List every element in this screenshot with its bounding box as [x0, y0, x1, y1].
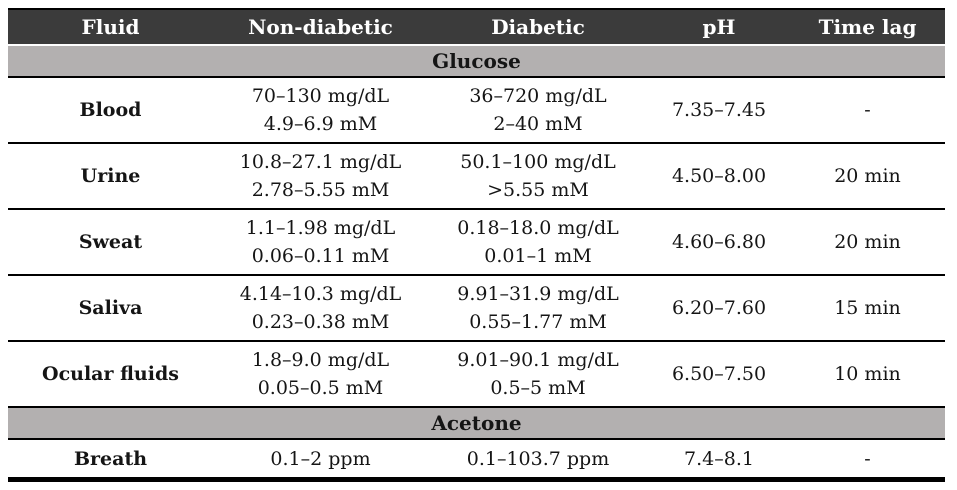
- diabetic-cell: 36–720 mg/dL 2–40 mM: [428, 77, 648, 144]
- value-line: 50.1–100 mg/dL: [460, 151, 616, 173]
- time-lag-cell: 20 min: [790, 209, 945, 276]
- ph-cell: 4.50–8.00: [648, 143, 790, 210]
- fluid-name: Saliva: [8, 275, 213, 342]
- fluid-name: Urine: [8, 143, 213, 210]
- col-header-diabetic: Diabetic: [428, 9, 648, 46]
- table-header-row: Fluid Non-diabetic Diabetic pH Time lag: [8, 9, 945, 46]
- time-lag-cell: 20 min: [790, 143, 945, 210]
- col-header-time-lag: Time lag: [790, 9, 945, 46]
- time-lag-cell: -: [790, 77, 945, 144]
- value-line: 9.01–90.1 mg/dL: [457, 349, 619, 371]
- value-line: 4.9–6.9 mM: [263, 113, 378, 135]
- time-lag-cell: 10 min: [790, 341, 945, 408]
- ph-cell: 7.4–8.1: [648, 439, 790, 480]
- value-line: 70–130 mg/dL: [251, 85, 390, 107]
- value-line: 0.06–0.11 mM: [251, 245, 390, 267]
- fluid-name: Breath: [8, 439, 213, 480]
- value-line: 0.01–1 mM: [484, 245, 592, 267]
- value-line: 0.1–103.7 ppm: [466, 447, 610, 470]
- non-diabetic-cell: 10.8–27.1 mg/dL 2.78–5.55 mM: [213, 143, 428, 210]
- time-lag-cell: -: [790, 439, 945, 480]
- value-line: 2.78–5.55 mM: [251, 179, 390, 201]
- ph-cell: 6.20–7.60: [648, 275, 790, 342]
- fluid-name: Sweat: [8, 209, 213, 276]
- diabetic-cell: 0.18–18.0 mg/dL 0.01–1 mM: [428, 209, 648, 276]
- value-line: 0.1–2 ppm: [270, 447, 371, 470]
- value-line: 2–40 mM: [493, 113, 583, 135]
- non-diabetic-cell: 70–130 mg/dL 4.9–6.9 mM: [213, 77, 428, 144]
- diabetic-cell: 0.1–103.7 ppm: [428, 439, 648, 480]
- diabetic-cell: 9.91–31.9 mg/dL 0.55–1.77 mM: [428, 275, 648, 342]
- value-line: 1.1–1.98 mg/dL: [245, 217, 396, 239]
- section-title-glucose: Glucose: [8, 45, 945, 78]
- fluid-analyte-table: Fluid Non-diabetic Diabetic pH Time lag …: [8, 8, 945, 482]
- value-line: 0.18–18.0 mg/dL: [457, 217, 619, 239]
- value-line: >5.55 mM: [487, 179, 589, 201]
- col-header-non-diabetic: Non-diabetic: [213, 9, 428, 46]
- non-diabetic-cell: 1.8–9.0 mg/dL 0.05–0.5 mM: [213, 341, 428, 408]
- table-row-ocular-fluids: Ocular fluids 1.8–9.0 mg/dL 0.05–0.5 mM …: [8, 341, 945, 408]
- value-line: 0.55–1.77 mM: [469, 311, 607, 333]
- fluid-name: Ocular fluids: [8, 341, 213, 408]
- fluid-name: Blood: [8, 77, 213, 144]
- ph-cell: 6.50–7.50: [648, 341, 790, 408]
- section-row-glucose: Glucose: [8, 45, 945, 78]
- table-row-breath: Breath 0.1–2 ppm 0.1–103.7 ppm 7.4–8.1 -: [8, 439, 945, 480]
- table-row-blood: Blood 70–130 mg/dL 4.9–6.9 mM 36–720 mg/…: [8, 77, 945, 144]
- non-diabetic-cell: 0.1–2 ppm: [213, 439, 428, 480]
- diabetic-cell: 50.1–100 mg/dL >5.55 mM: [428, 143, 648, 210]
- non-diabetic-cell: 1.1–1.98 mg/dL 0.06–0.11 mM: [213, 209, 428, 276]
- table-row-saliva: Saliva 4.14–10.3 mg/dL 0.23–0.38 mM 9.91…: [8, 275, 945, 342]
- value-line: 0.5–5 mM: [490, 377, 586, 399]
- table-row-sweat: Sweat 1.1–1.98 mg/dL 0.06–0.11 mM 0.18–1…: [8, 209, 945, 276]
- table-row-urine: Urine 10.8–27.1 mg/dL 2.78–5.55 mM 50.1–…: [8, 143, 945, 210]
- ph-cell: 4.60–6.80: [648, 209, 790, 276]
- value-line: 0.05–0.5 mM: [257, 377, 384, 399]
- col-header-fluid: Fluid: [8, 9, 213, 46]
- value-line: 0.23–0.38 mM: [251, 311, 390, 333]
- value-line: 4.14–10.3 mg/dL: [239, 283, 402, 305]
- value-line: 10.8–27.1 mg/dL: [239, 151, 402, 173]
- value-line: 1.8–9.0 mg/dL: [251, 349, 390, 371]
- ph-cell: 7.35–7.45: [648, 77, 790, 144]
- col-header-ph: pH: [648, 9, 790, 46]
- value-line: 9.91–31.9 mg/dL: [457, 283, 619, 305]
- time-lag-cell: 15 min: [790, 275, 945, 342]
- diabetic-cell: 9.01–90.1 mg/dL 0.5–5 mM: [428, 341, 648, 408]
- non-diabetic-cell: 4.14–10.3 mg/dL 0.23–0.38 mM: [213, 275, 428, 342]
- section-title-acetone: Acetone: [8, 407, 945, 440]
- section-row-acetone: Acetone: [8, 407, 945, 440]
- value-line: 36–720 mg/dL: [469, 85, 607, 107]
